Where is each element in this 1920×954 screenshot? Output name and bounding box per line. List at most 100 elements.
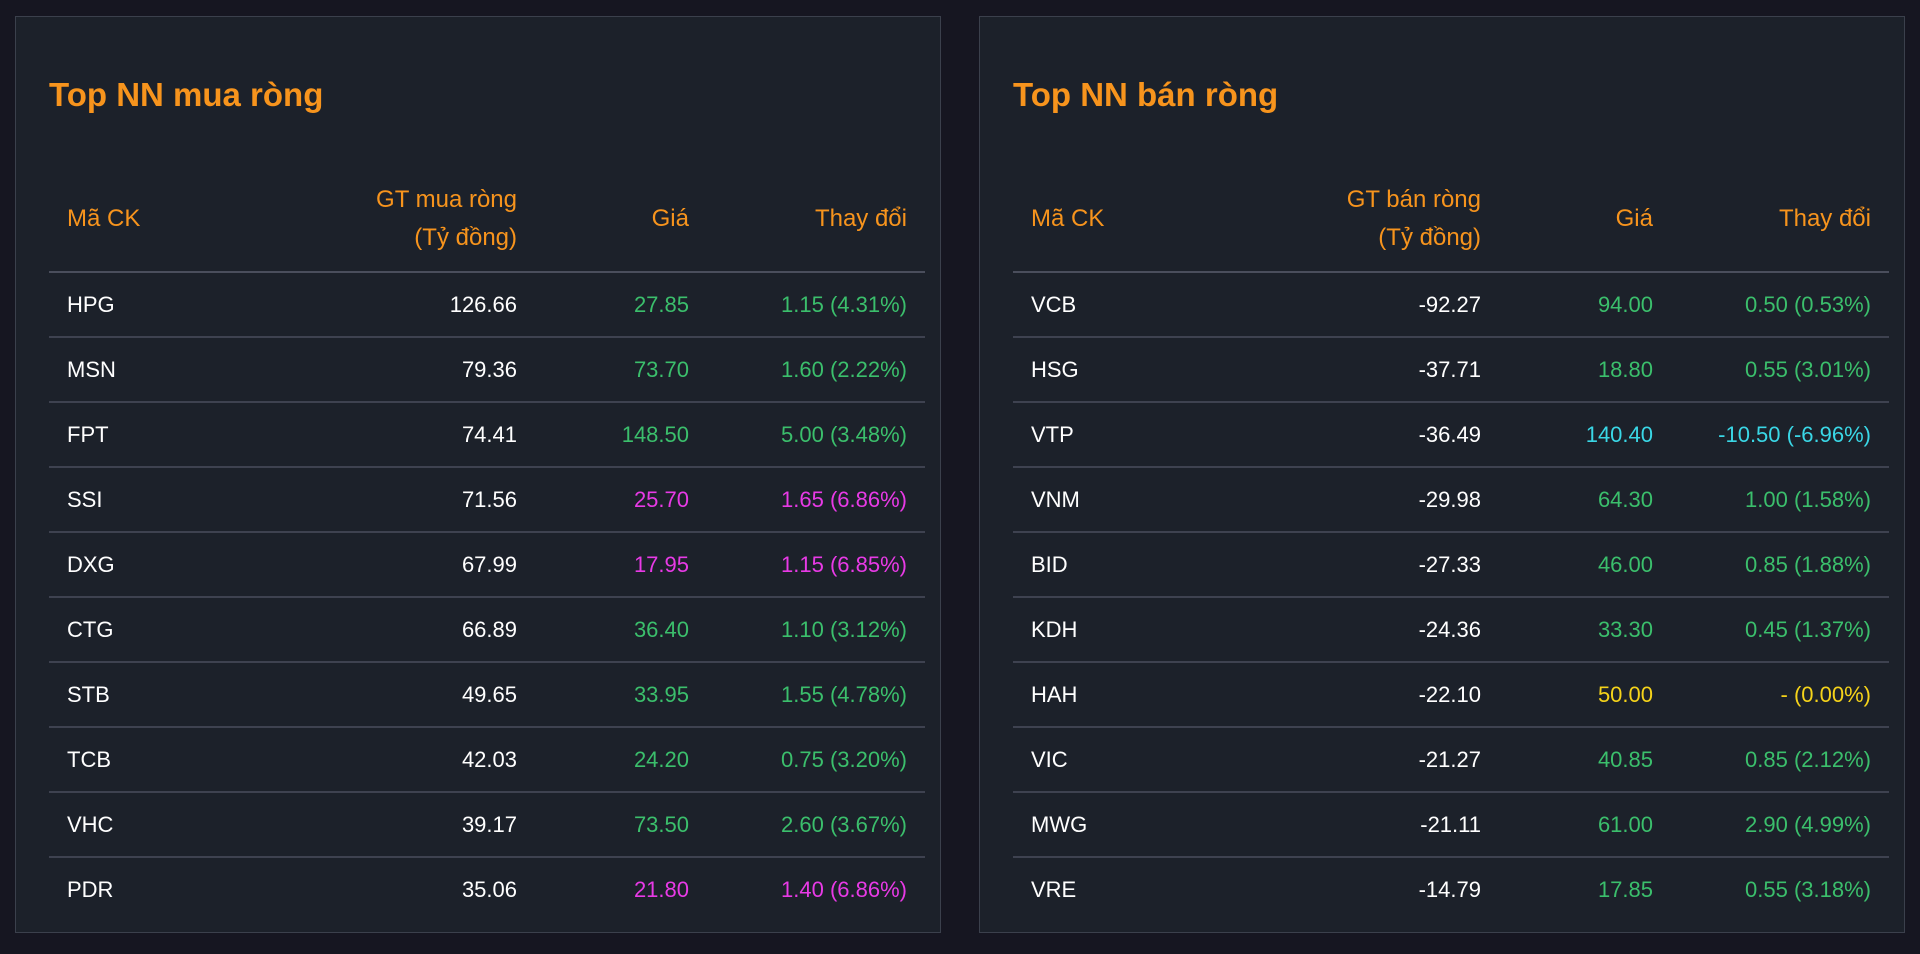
header-net-value-line2: (Tỷ đồng) [1378,224,1481,251]
cell-symbol: SSI [49,467,257,533]
cell-change: 1.60 (2.22%) [689,337,925,403]
cell-symbol: VHC [49,792,257,858]
cell-change: 0.75 (3.20%) [689,727,925,793]
table-row[interactable]: VIC -21.27 40.85 0.85 (2.12%) [1013,727,1889,793]
cell-price: 148.50 [517,402,689,468]
cell-symbol: HPG [49,272,257,338]
top-net-sell-panel: Top NN bán ròng Mã CK GT bán ròng (Tỷ đồ… [979,16,1905,933]
cell-symbol: CTG [49,597,257,663]
net-buy-table: Mã CK GT mua ròng (Tỷ đồng) Giá Thay đổi… [49,167,925,921]
cell-price: 17.95 [517,532,689,598]
table-row[interactable]: HSG -37.71 18.80 0.55 (3.01%) [1013,337,1889,403]
cell-net-value: 42.03 [257,727,517,793]
cell-symbol: MWG [1013,792,1221,858]
cell-net-value: 66.89 [257,597,517,663]
table-row[interactable]: VHC 39.17 73.50 2.60 (3.67%) [49,792,925,858]
cell-price: 50.00 [1481,662,1653,728]
cell-change: 0.85 (2.12%) [1653,727,1889,793]
cell-net-value: 126.66 [257,272,517,338]
cell-price: 25.70 [517,467,689,533]
cell-change: 5.00 (3.48%) [689,402,925,468]
cell-change: 0.55 (3.01%) [1653,337,1889,403]
top-net-buy-panel: Top NN mua ròng Mã CK GT mua ròng (Tỷ đồ… [15,16,941,933]
net-sell-table: Mã CK GT bán ròng (Tỷ đồng) Giá Thay đổi… [1013,167,1889,921]
cell-change: 1.40 (6.86%) [781,876,907,902]
cell-price: 73.70 [517,337,689,403]
cell-price: 33.30 [1481,597,1653,663]
cell-net-value: 79.36 [257,337,517,403]
header-symbol[interactable]: Mã CK [49,167,257,273]
cell-change: 0.55 (3.18%) [1745,876,1871,902]
cell-change: 1.00 (1.58%) [1653,467,1889,533]
table-row[interactable]: VCB -92.27 94.00 0.50 (0.53%) [1013,272,1889,338]
cell-net-value: 49.65 [257,662,517,728]
cell-symbol: VIC [1013,727,1221,793]
table-body: VCB -92.27 94.00 0.50 (0.53%) HSG -37.71 18.80… [1013,272,1889,921]
table-row[interactable]: HAH -22.10 50.00- (0.00%) [1013,662,1889,728]
header-price[interactable]: Giá [1481,167,1653,273]
cell-symbol: KDH [1013,597,1221,663]
header-change[interactable]: Thay đổi [689,167,925,273]
cell-net-value: -37.71 [1221,337,1481,403]
table-row[interactable]: FPT 74.41 148.50 5.00 (3.48%) [49,402,925,468]
table-row[interactable]: MWG -21.11 61.00 2.90 (4.99%) [1013,792,1889,858]
cell-change: 0.50 (0.53%) [1653,272,1889,338]
cell-net-value: -21.11 [1221,792,1481,858]
table-row[interactable]: VNM -29.98 64.30 1.00 (1.58%) [1013,467,1889,533]
table-row[interactable]: VRE -14.79 17.85 0.55 (3.18%) [1013,857,1889,921]
table-header-row: Mã CK GT mua ròng (Tỷ đồng) Giá Thay đổi [49,167,925,273]
cell-symbol: FPT [49,402,257,468]
table-row[interactable]: VTP -36.49 140.40 -10.50 (-6.96%) [1013,402,1889,468]
cell-net-value: -14.79 [1418,876,1481,902]
cell-price: 36.40 [517,597,689,663]
cell-symbol: DXG [49,532,257,598]
cell-net-value: -22.10 [1221,662,1481,728]
cell-price: 140.40 [1481,402,1653,468]
table-row[interactable]: KDH -24.36 33.30 0.45 (1.37%) [1013,597,1889,663]
cell-symbol: TCB [49,727,257,793]
table-row[interactable]: HPG 126.66 27.85 1.15 (4.31%) [49,272,925,338]
cell-price: 61.00 [1481,792,1653,858]
header-net-value[interactable]: GT bán ròng (Tỷ đồng) [1221,167,1481,273]
cell-net-value: 35.06 [461,876,517,902]
table-row[interactable]: STB 49.65 33.95 1.55 (4.78%) [49,662,925,728]
cell-price: 46.00 [1481,532,1653,598]
cell-change: 1.55 (4.78%) [689,662,925,728]
cell-price: 24.20 [517,727,689,793]
cell-net-value: 39.17 [257,792,517,858]
cell-net-value: -36.49 [1221,402,1481,468]
panel-title: Top NN bán ròng [1013,76,1279,113]
cell-net-value: -92.27 [1221,272,1481,338]
cell-price: 27.85 [517,272,689,338]
header-net-value-line2: (Tỷ đồng) [414,224,517,251]
cell-symbol: BID [1013,532,1221,598]
cell-price: 21.80 [633,876,689,902]
table-row[interactable]: TCB 42.03 24.20 0.75 (3.20%) [49,727,925,793]
cell-net-value: -24.36 [1221,597,1481,663]
cell-symbol: MSN [49,337,257,403]
cell-price: 17.85 [1597,876,1653,902]
header-change[interactable]: Thay đổi [1653,167,1889,273]
table-row[interactable]: DXG 67.99 17.95 1.15 (6.85%) [49,532,925,598]
cell-change: 1.10 (3.12%) [689,597,925,663]
table-row[interactable]: MSN 79.36 73.70 1.60 (2.22%) [49,337,925,403]
cell-price: 64.30 [1481,467,1653,533]
table-body: HPG 126.66 27.85 1.15 (4.31%) MSN 79.36 73.70 1… [49,272,925,921]
cell-price: 33.95 [517,662,689,728]
cell-symbol: VRE [1031,876,1077,902]
table-row[interactable]: BID -27.33 46.00 0.85 (1.88%) [1013,532,1889,598]
table-row[interactable]: SSI 71.56 25.70 1.65 (6.86%) [49,467,925,533]
cell-change: 0.45 (1.37%) [1653,597,1889,663]
cell-price: 18.80 [1481,337,1653,403]
cell-symbol: VTP [1013,402,1221,468]
cell-change: 2.90 (4.99%) [1653,792,1889,858]
table-row[interactable]: PDR 35.06 21.80 1.40 (6.86%) [49,857,925,921]
cell-symbol: HAH [1013,662,1221,728]
cell-price: 40.85 [1481,727,1653,793]
table-row[interactable]: CTG 66.89 36.40 1.10 (3.12%) [49,597,925,663]
header-price[interactable]: Giá [517,167,689,273]
header-symbol[interactable]: Mã CK [1013,167,1221,273]
cell-net-value: -27.33 [1221,532,1481,598]
header-net-value[interactable]: GT mua ròng (Tỷ đồng) [257,167,517,273]
